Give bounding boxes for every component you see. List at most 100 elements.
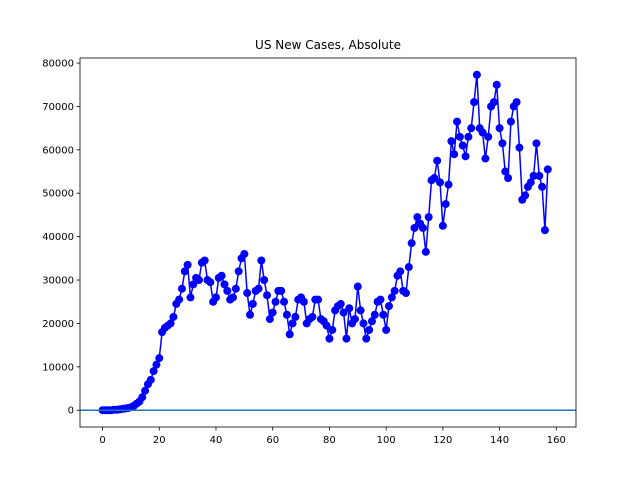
- data-point: [370, 310, 379, 319]
- data-point: [271, 297, 280, 306]
- y-tick-label: 80000: [42, 59, 74, 70]
- data-point: [390, 286, 399, 295]
- data-point: [413, 213, 422, 222]
- data-point: [248, 299, 257, 308]
- y-tick-label: 60000: [42, 145, 74, 156]
- data-point: [169, 312, 178, 321]
- data-point: [254, 284, 263, 293]
- data-point: [535, 171, 544, 180]
- data-point: [146, 375, 155, 384]
- data-point: [467, 124, 476, 133]
- data-point: [450, 150, 459, 159]
- data-point: [365, 325, 374, 334]
- data-point: [396, 267, 405, 276]
- data-point: [362, 334, 371, 343]
- data-point: [436, 178, 445, 187]
- data-point: [180, 267, 189, 276]
- data-point: [419, 223, 428, 232]
- data-point: [512, 98, 521, 107]
- data-point: [506, 117, 515, 126]
- data-point: [322, 321, 331, 330]
- data-point: [410, 223, 419, 232]
- y-tick-label: 10000: [42, 362, 74, 373]
- data-point: [277, 286, 286, 295]
- data-point: [141, 386, 150, 395]
- data-point: [228, 293, 237, 302]
- data-point: [455, 132, 464, 141]
- data-point: [240, 250, 249, 259]
- data-point: [314, 295, 323, 304]
- data-point: [175, 295, 184, 304]
- data-point: [231, 284, 240, 293]
- x-tick-label: 120: [433, 435, 452, 446]
- data-point: [234, 267, 243, 276]
- data-point: [339, 308, 348, 317]
- data-point: [285, 330, 294, 339]
- x-tick-label: 20: [153, 435, 166, 446]
- y-tick-label: 50000: [42, 189, 74, 200]
- data-point: [430, 174, 439, 183]
- data-point: [342, 334, 351, 343]
- x-tick-label: 160: [547, 435, 566, 446]
- data-point: [177, 284, 186, 293]
- data-point: [211, 293, 220, 302]
- x-tick-label: 60: [266, 435, 279, 446]
- data-point: [401, 289, 410, 298]
- data-point: [280, 297, 289, 306]
- data-point: [501, 167, 510, 176]
- data-point: [504, 174, 513, 183]
- data-point: [387, 293, 396, 302]
- data-point: [529, 171, 538, 180]
- y-tick-label: 20000: [42, 319, 74, 330]
- y-tick-label: 40000: [42, 232, 74, 243]
- data-point: [288, 319, 297, 328]
- data-point: [461, 152, 470, 161]
- y-tick-label: 30000: [42, 276, 74, 287]
- data-point: [540, 226, 549, 235]
- data-point: [282, 310, 291, 319]
- data-point: [345, 304, 354, 313]
- data-point: [489, 98, 498, 107]
- x-tick-label: 0: [99, 435, 105, 446]
- data-point: [166, 319, 175, 328]
- data-point: [152, 360, 161, 369]
- y-tick-label: 0: [68, 406, 74, 417]
- data-point: [325, 334, 334, 343]
- x-tick-label: 40: [210, 435, 223, 446]
- data-point: [521, 191, 530, 200]
- data-point: [223, 286, 232, 295]
- x-tick-label: 100: [377, 435, 396, 446]
- data-point: [194, 276, 203, 285]
- data-point: [155, 354, 164, 363]
- data-point: [447, 137, 456, 146]
- data-point: [472, 70, 481, 79]
- y-tick-label: 70000: [42, 102, 74, 113]
- data-point: [257, 256, 266, 265]
- data-point: [484, 132, 493, 141]
- data-point: [265, 315, 274, 324]
- data-point: [424, 213, 433, 222]
- data-point: [149, 367, 158, 376]
- data-point: [478, 128, 487, 137]
- data-point: [441, 200, 450, 209]
- x-tick-label: 140: [490, 435, 509, 446]
- x-tick-label: 80: [323, 435, 336, 446]
- data-point: [359, 319, 368, 328]
- data-point: [186, 293, 195, 302]
- data-point: [353, 282, 362, 291]
- data-point: [444, 180, 453, 189]
- data-point: [407, 239, 416, 248]
- data-point: [438, 221, 447, 230]
- data-point: [458, 141, 467, 150]
- data-point: [200, 256, 209, 265]
- data-point: [367, 317, 376, 326]
- data-point: [453, 117, 462, 126]
- data-point: [356, 306, 365, 315]
- data-point: [384, 302, 393, 311]
- data-point: [538, 182, 547, 191]
- data-point: [189, 280, 198, 289]
- data-point: [217, 271, 226, 280]
- data-point: [336, 299, 345, 308]
- data-point: [206, 278, 215, 287]
